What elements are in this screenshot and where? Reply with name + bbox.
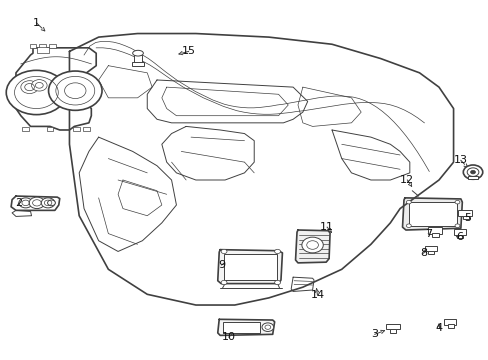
Bar (386, 324, 399, 329)
Circle shape (31, 80, 47, 91)
Text: 14: 14 (310, 290, 324, 300)
Text: 10: 10 (222, 332, 235, 342)
Circle shape (462, 165, 482, 179)
Text: 8: 8 (419, 248, 426, 258)
Polygon shape (11, 48, 96, 130)
Bar (224, 254, 276, 280)
Circle shape (274, 280, 280, 285)
Text: 3: 3 (370, 329, 378, 339)
Text: 1: 1 (33, 18, 40, 28)
Bar (431, 233, 438, 237)
Polygon shape (402, 198, 461, 230)
Polygon shape (217, 319, 274, 336)
Bar (458, 210, 471, 216)
Bar (134, 55, 142, 64)
Bar (131, 62, 144, 66)
Bar (49, 44, 56, 48)
Polygon shape (162, 126, 254, 180)
Polygon shape (147, 80, 307, 123)
Bar (46, 127, 53, 131)
Circle shape (47, 200, 55, 206)
Circle shape (221, 280, 226, 285)
Bar (73, 127, 80, 131)
Circle shape (469, 170, 474, 174)
Text: 11: 11 (320, 222, 333, 232)
Bar (39, 44, 46, 48)
Polygon shape (118, 180, 162, 216)
Bar (389, 329, 395, 333)
Bar (443, 319, 455, 325)
Polygon shape (79, 137, 176, 251)
Polygon shape (162, 87, 287, 116)
Text: 13: 13 (453, 156, 467, 165)
Polygon shape (331, 130, 409, 180)
Text: 7: 7 (424, 229, 431, 239)
Polygon shape (12, 210, 31, 216)
Text: 12: 12 (400, 175, 414, 185)
Circle shape (221, 249, 226, 253)
Polygon shape (297, 87, 361, 126)
Circle shape (274, 249, 280, 253)
Polygon shape (295, 230, 329, 263)
Text: 15: 15 (181, 46, 195, 57)
Bar (83, 127, 90, 131)
Text: 5: 5 (464, 212, 471, 222)
Polygon shape (69, 33, 453, 305)
Circle shape (454, 224, 459, 228)
Bar (467, 176, 477, 179)
Polygon shape (11, 196, 60, 210)
Polygon shape (217, 249, 282, 284)
Polygon shape (99, 66, 152, 98)
Bar (425, 246, 436, 251)
Bar (462, 216, 468, 219)
Bar (447, 324, 453, 328)
Circle shape (6, 70, 66, 114)
Bar (457, 235, 462, 238)
Circle shape (19, 198, 32, 208)
Bar (30, 44, 36, 48)
Circle shape (262, 323, 273, 332)
Text: 2: 2 (15, 198, 22, 208)
Bar (22, 127, 29, 131)
Text: 4: 4 (434, 323, 442, 333)
Bar (427, 251, 433, 254)
Circle shape (301, 237, 323, 253)
Circle shape (454, 201, 459, 204)
Circle shape (29, 197, 44, 208)
Bar (223, 322, 259, 333)
Bar (427, 227, 441, 234)
Ellipse shape (132, 50, 143, 56)
Circle shape (406, 224, 410, 228)
Text: 9: 9 (218, 260, 225, 270)
Bar (37, 47, 48, 53)
Circle shape (21, 81, 38, 94)
Circle shape (406, 201, 410, 204)
Text: 6: 6 (455, 232, 462, 242)
Circle shape (48, 71, 102, 111)
Polygon shape (290, 277, 313, 292)
Bar (408, 202, 457, 226)
Bar (453, 229, 465, 235)
Circle shape (41, 198, 55, 208)
